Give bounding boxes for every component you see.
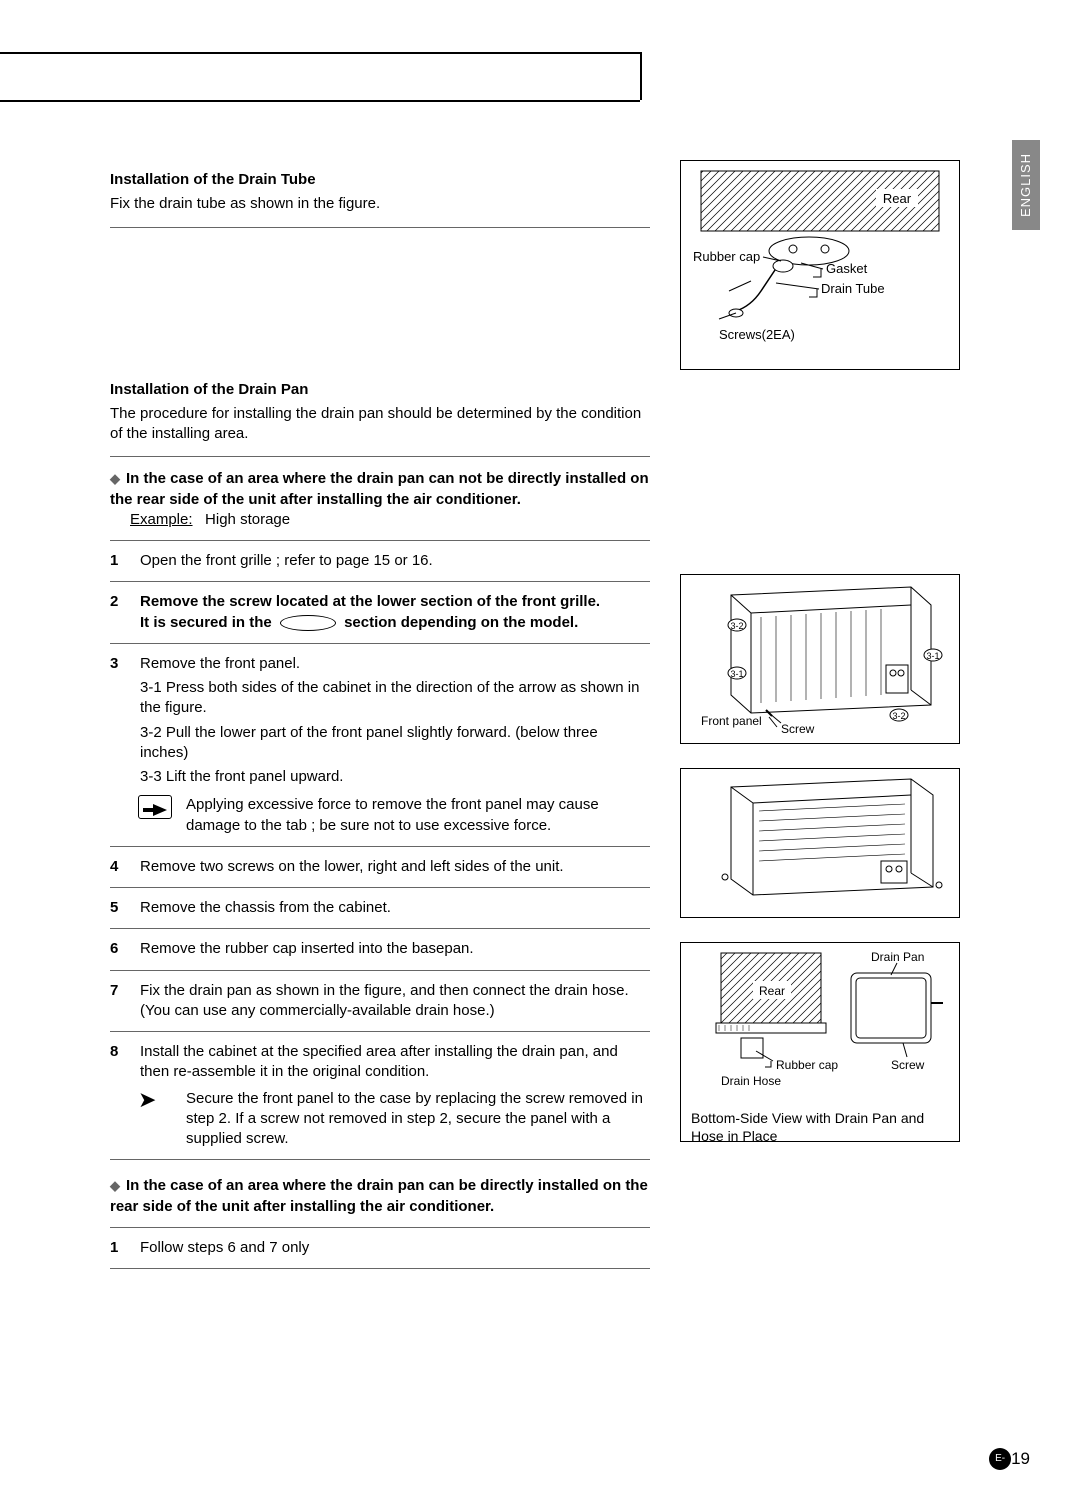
step-text: Remove the front panel. 3-1 Press both s… xyxy=(140,654,650,788)
header-rule-top xyxy=(0,52,640,54)
step-text: Remove the chassis from the cabinet. xyxy=(140,898,650,918)
page-prefix: E- xyxy=(989,1448,1011,1470)
step-number: 8 xyxy=(110,1042,126,1083)
step-text: Follow steps 6 and 7 only xyxy=(140,1238,650,1258)
fig1-label-screws: Screws(2EA) xyxy=(719,327,795,342)
step-text: Remove the screw located at the lower se… xyxy=(140,592,650,633)
step-text: Fix the drain pan as shown in the figure… xyxy=(140,981,650,1022)
arrow-note-text: Secure the front panel to the case by re… xyxy=(186,1089,650,1150)
divider xyxy=(110,581,650,582)
main-column: Installation of the Drain Tube Fix the d… xyxy=(110,170,650,1279)
divider xyxy=(110,1227,650,1228)
svg-text:3-2: 3-2 xyxy=(730,621,743,631)
step-number: 3 xyxy=(110,654,126,788)
step-3: 3 Remove the front panel. 3-1 Press both… xyxy=(110,654,650,788)
step-6: 6 Remove the rubber cap inserted into th… xyxy=(110,939,650,959)
fig1-label-drain-tube: Drain Tube xyxy=(821,281,885,296)
step-number: 1 xyxy=(110,1238,126,1258)
hand-pointer-icon xyxy=(138,795,172,819)
language-tab: ENGLISH xyxy=(1012,140,1040,230)
step-1: 1 Open the front grille ; refer to page … xyxy=(110,551,650,571)
figure-drain-tube: Rear Rubber cap Gasket Drain Tube Screws… xyxy=(680,160,960,370)
step-8: 8 Install the cabinet at the specified a… xyxy=(110,1042,650,1083)
figure-column: Rear Rubber cap Gasket Drain Tube Screws… xyxy=(680,160,960,1166)
page-number: E-19 xyxy=(989,1448,1030,1470)
step-2a: Remove the screw located at the lower se… xyxy=(140,593,600,610)
step-7: 7 Fix the drain pan as shown in the figu… xyxy=(110,981,650,1022)
header-rule-bottom xyxy=(0,100,640,102)
step-text: Install the cabinet at the specified are… xyxy=(140,1042,650,1083)
fig3-label-screw: Screw xyxy=(891,1058,925,1072)
caution-note: Applying excessive force to remove the f… xyxy=(138,795,650,836)
step-5: 5 Remove the chassis from the cabinet. xyxy=(110,898,650,918)
svg-text:3-1: 3-1 xyxy=(926,651,939,661)
fig3-label-drain-hose: Drain Hose xyxy=(721,1074,781,1088)
step-2b-pre: It is secured in the xyxy=(140,614,272,631)
step-text: Remove two screws on the lower, right an… xyxy=(140,857,650,877)
arrow-note: ➤ Secure the front panel to the case by … xyxy=(138,1089,650,1150)
section-heading-drain-pan: Installation of the Drain Pan xyxy=(110,380,650,400)
case-b-block: In the case of an area where the drain p… xyxy=(110,1176,650,1217)
step-number: 4 xyxy=(110,857,126,877)
diamond-bullet-icon xyxy=(110,1177,126,1194)
divider xyxy=(110,456,650,457)
step-3-text: Remove the front panel. xyxy=(140,655,300,672)
substep-3-1: 3-1 Press both sides of the cabinet in t… xyxy=(140,678,650,719)
figure-cabinet xyxy=(680,768,960,918)
figure-drain-pan: Rear Drain Pan Screw Rubber cap Drain Ho… xyxy=(680,942,960,1142)
divider xyxy=(110,540,650,541)
figure-front-panel: 3-2 3-1 3-1 3-2 Front panel Screw xyxy=(680,574,960,744)
section-heading-drain-tube: Installation of the Drain Tube xyxy=(110,170,650,190)
step-4: 4 Remove two screws on the lower, right … xyxy=(110,857,650,877)
fig1-label-gasket: Gasket xyxy=(826,261,868,276)
svg-text:3-1: 3-1 xyxy=(730,669,743,679)
example-value: High storage xyxy=(205,511,290,528)
step-number: 1 xyxy=(110,551,126,571)
substep-3-3: 3-3 Lift the front panel upward. xyxy=(140,767,650,787)
divider xyxy=(110,1159,650,1160)
example-label: Example: xyxy=(130,511,193,528)
caution-text: Applying excessive force to remove the f… xyxy=(186,795,650,836)
fig2-label-screw: Screw xyxy=(781,722,815,736)
page-number-value: 19 xyxy=(1011,1449,1030,1468)
divider xyxy=(110,928,650,929)
fig1-label-rubber-cap: Rubber cap xyxy=(693,249,760,264)
step-number: 7 xyxy=(110,981,126,1022)
substep-3-2: 3-2 Pull the lower part of the front pan… xyxy=(140,723,650,764)
arrow-icon: ➤ xyxy=(138,1089,172,1111)
step-number: 5 xyxy=(110,898,126,918)
oval-blank-icon xyxy=(280,615,336,631)
case-b-text: In the case of an area where the drain p… xyxy=(110,1177,648,1214)
figure-caption: Bottom-Side View with Drain Pan and Hose… xyxy=(681,1109,959,1153)
section-body-drain-pan: The procedure for installing the drain p… xyxy=(110,404,650,445)
svg-text:3-2: 3-2 xyxy=(892,711,905,721)
divider xyxy=(110,227,650,228)
step-text: Open the front grille ; refer to page 15… xyxy=(140,551,650,571)
step-2: 2 Remove the screw located at the lower … xyxy=(110,592,650,633)
step-number: 6 xyxy=(110,939,126,959)
fig2-label-front-panel: Front panel xyxy=(701,714,762,728)
step-number: 2 xyxy=(110,592,126,633)
case-b-step-1: 1 Follow steps 6 and 7 only xyxy=(110,1238,650,1258)
divider xyxy=(110,1031,650,1032)
fig1-label-rear: Rear xyxy=(883,191,912,206)
diamond-bullet-icon xyxy=(110,470,126,487)
section-body-drain-tube: Fix the drain tube as shown in the figur… xyxy=(110,194,650,214)
fig3-label-rear: Rear xyxy=(759,984,785,998)
divider xyxy=(110,643,650,644)
case-a-block: In the case of an area where the drain p… xyxy=(110,469,650,530)
step-2b-post: section depending on the model. xyxy=(344,614,578,631)
divider xyxy=(110,970,650,971)
step-text: Remove the rubber cap inserted into the … xyxy=(140,939,650,959)
case-a-text: In the case of an area where the drain p… xyxy=(110,470,649,507)
fig3-label-rubber-cap: Rubber cap xyxy=(776,1058,838,1072)
divider xyxy=(110,1268,650,1269)
divider xyxy=(110,887,650,888)
divider xyxy=(110,846,650,847)
header-rule-vertical xyxy=(640,52,642,100)
fig3-label-drain-pan: Drain Pan xyxy=(871,950,924,964)
